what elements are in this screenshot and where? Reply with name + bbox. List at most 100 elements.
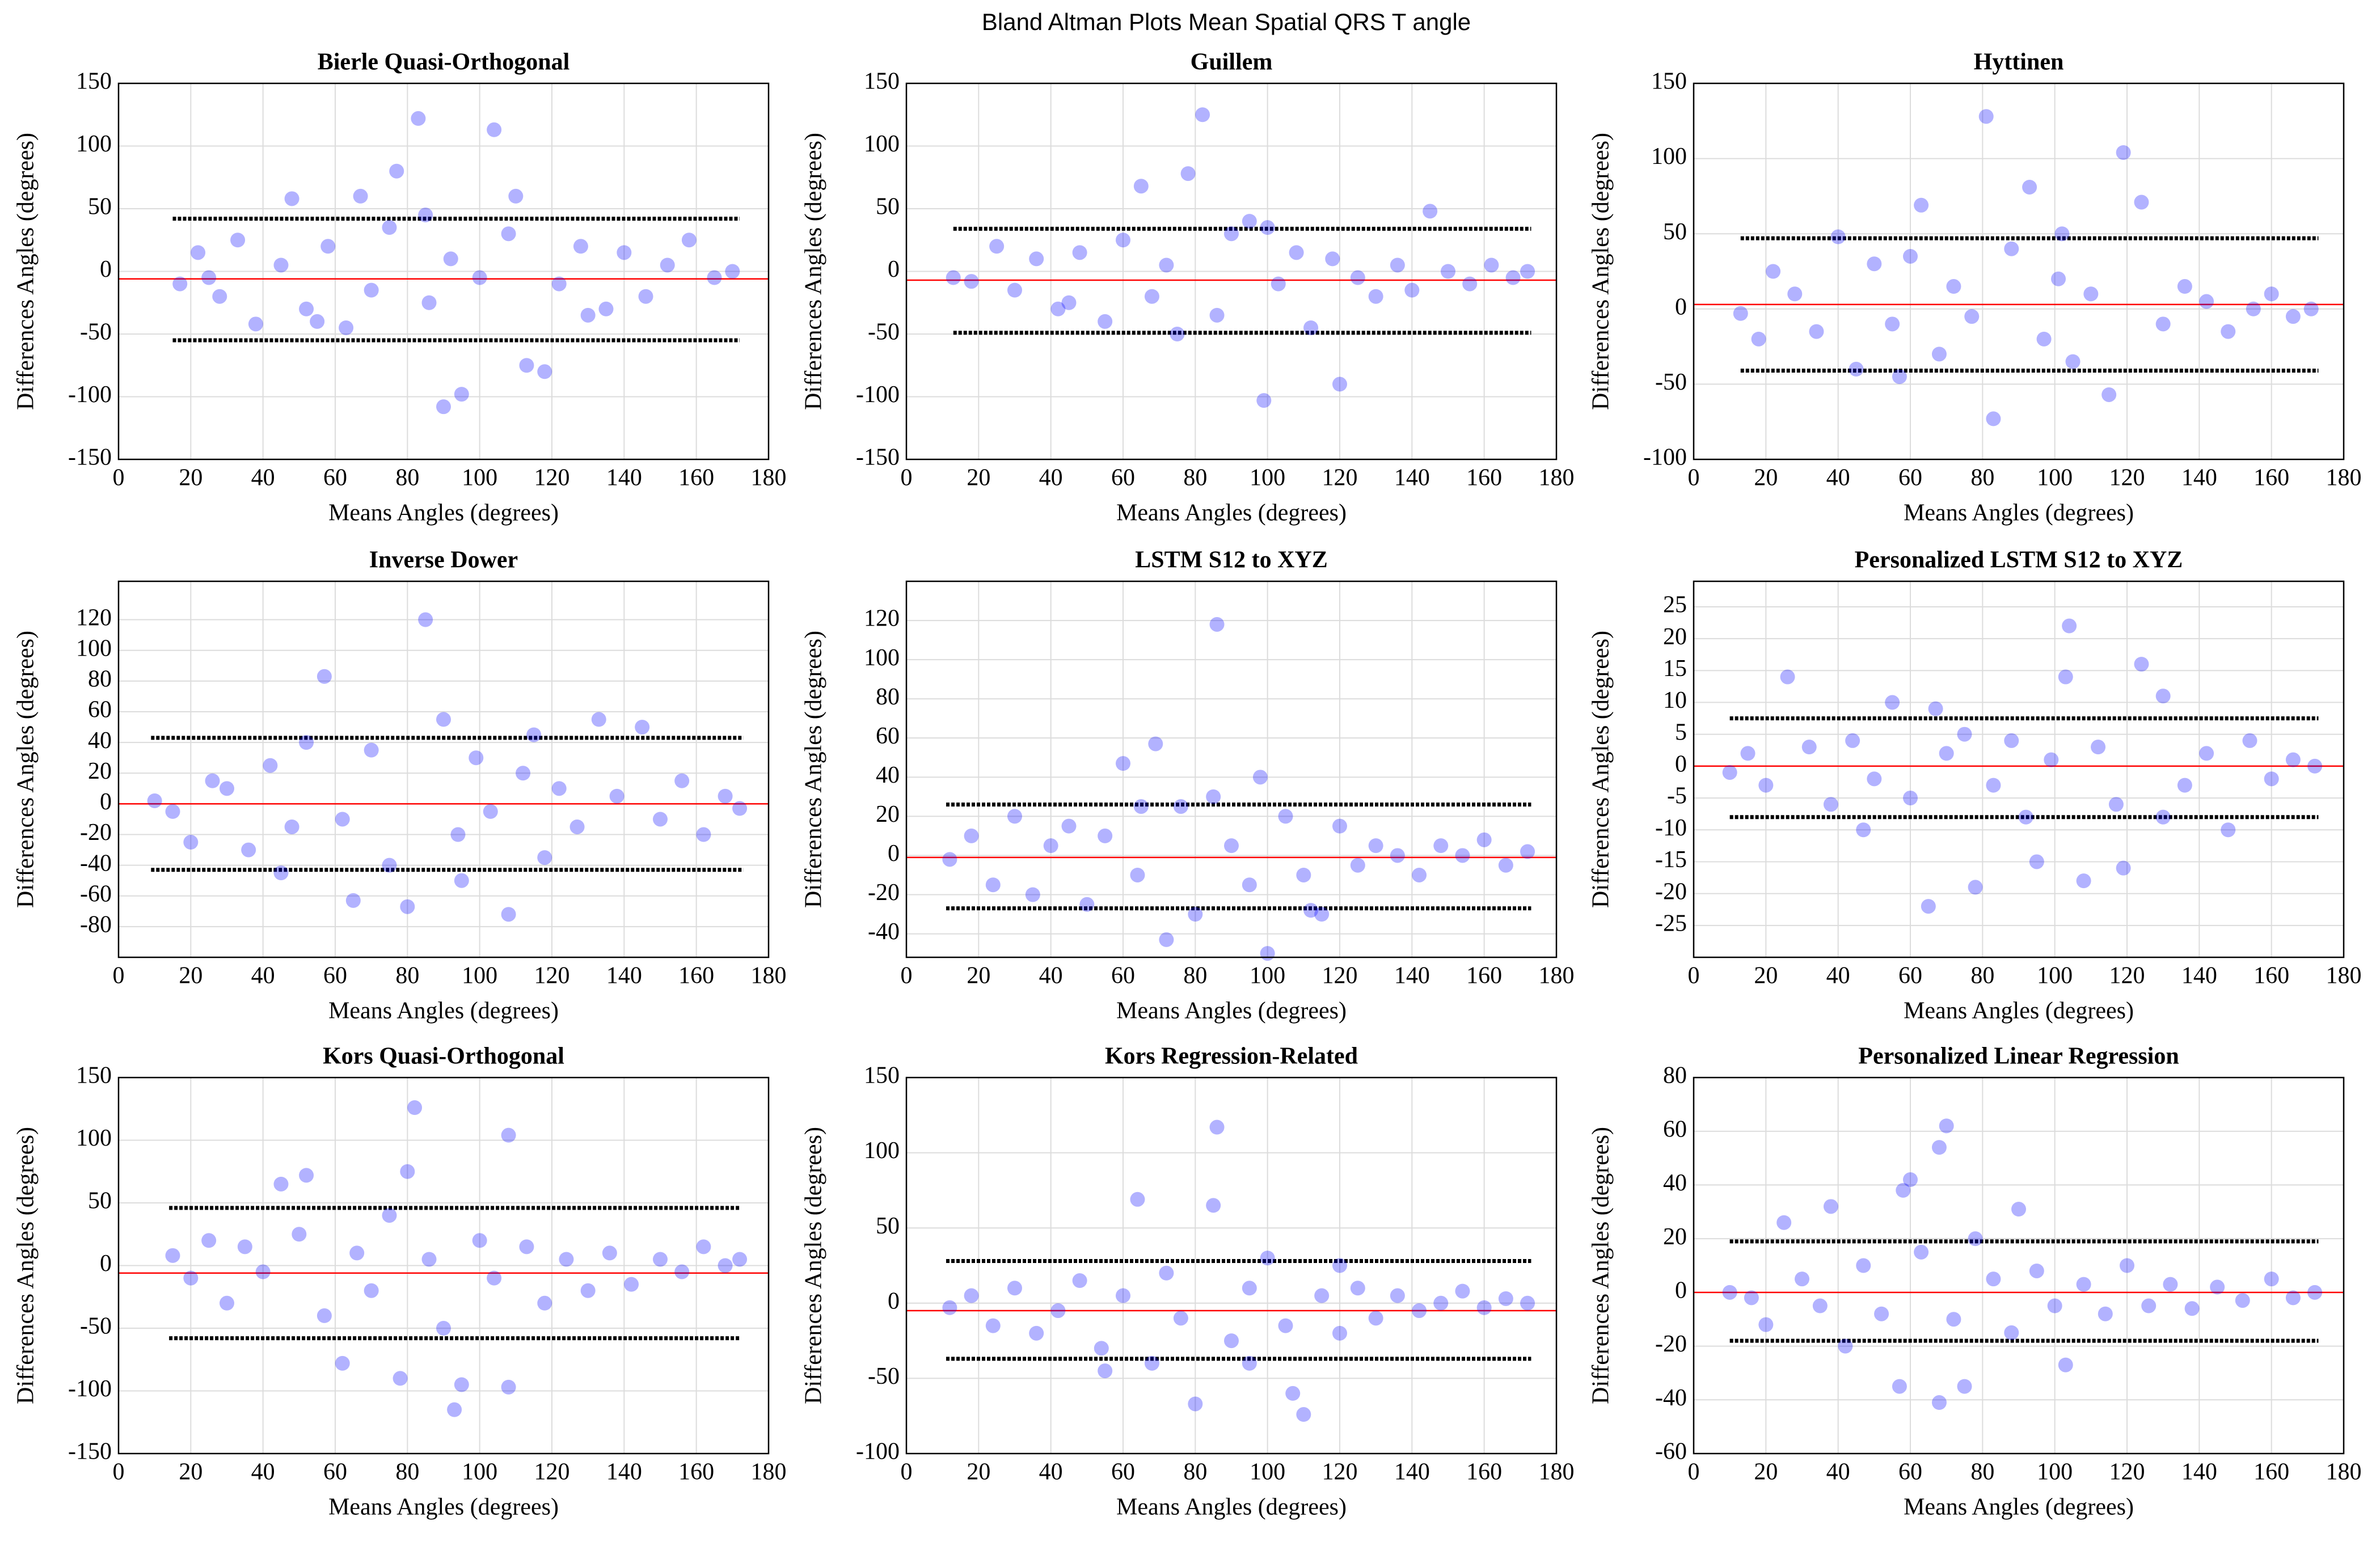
point (2285, 752, 2301, 767)
plot-area (1694, 83, 2344, 459)
subplot: -100 -50 0 50 100 150 0 20 40 60 80 100 120 140 160 180… (1588, 49, 2362, 526)
point (2076, 1277, 2091, 1292)
x-tick-label: 100 (1250, 963, 1285, 989)
x-axis-label: Means Angles (degrees) (1116, 998, 1347, 1024)
point (2221, 822, 2236, 838)
point (942, 1300, 957, 1315)
point (2134, 195, 2149, 210)
point (580, 307, 596, 323)
point (450, 827, 466, 842)
y-axis-label: Differences Angles (degrees) (13, 133, 39, 410)
y-tick-label: -10 (1655, 815, 1687, 841)
point (248, 316, 263, 332)
y-axis-label: Differences Angles (degrees) (13, 1127, 39, 1404)
y-tick-label: 100 (76, 1125, 112, 1151)
x-tick-label: 60 (1111, 465, 1135, 491)
point (1098, 314, 1113, 329)
x-tick-label: 160 (1466, 465, 1502, 491)
point (299, 301, 314, 316)
y-tick-label: 0 (100, 1251, 112, 1277)
point (1144, 289, 1159, 304)
point (537, 364, 552, 379)
x-tick-label: 40 (1039, 465, 1063, 491)
x-tick-label: 0 (901, 963, 913, 989)
point (1885, 316, 1900, 332)
point (1303, 903, 1319, 918)
point (501, 226, 516, 242)
point (421, 295, 437, 310)
point (2102, 387, 2117, 402)
point (1867, 256, 1882, 272)
point (1224, 1333, 1239, 1349)
point (1455, 1283, 1470, 1299)
point (1498, 858, 1513, 873)
point (1903, 1172, 1918, 1187)
point (1206, 1198, 1221, 1213)
y-axis-label: Differences Angles (degrees) (1588, 631, 1614, 908)
point (2029, 1263, 2044, 1278)
point (2044, 752, 2059, 767)
y-tick-label: -50 (868, 319, 900, 345)
point (602, 1245, 617, 1261)
point (964, 828, 979, 843)
y-tick-label: 50 (88, 194, 112, 220)
point (1390, 1288, 1405, 1303)
point (1520, 844, 1535, 859)
y-tick-label: 80 (88, 666, 112, 692)
y-tick-label: 20 (876, 801, 900, 827)
y-tick-label: 15 (1663, 656, 1687, 682)
point (2285, 309, 2301, 324)
y-tick-label: 0 (1675, 294, 1687, 320)
point (1740, 746, 1756, 761)
point (1412, 867, 1427, 882)
point (364, 742, 379, 758)
point (237, 1239, 252, 1254)
x-tick-label: 60 (1111, 1459, 1135, 1485)
point (2184, 1301, 2200, 1316)
plot-area (1694, 581, 2344, 957)
point (147, 793, 162, 808)
point (2120, 1258, 2134, 1273)
y-tick-label: -150 (856, 445, 900, 471)
point (201, 1233, 217, 1248)
point (1476, 1300, 1492, 1315)
x-tick-label: 80 (395, 465, 419, 491)
point (1242, 214, 1257, 229)
x-tick-label: 0 (901, 465, 913, 491)
point (1795, 1272, 1809, 1287)
figure-title: Bland Altman Plots Mean Spatial QRS T an… (982, 9, 1471, 35)
x-tick-label: 160 (2254, 465, 2289, 491)
point (707, 270, 722, 285)
x-axis-label: Means Angles (degrees) (1904, 500, 2134, 526)
point (1285, 1386, 1301, 1401)
point (1978, 109, 1994, 124)
point (1476, 832, 1492, 847)
point (1173, 1311, 1188, 1326)
point (472, 270, 487, 285)
point (2108, 797, 2124, 812)
x-tick-label: 180 (751, 963, 787, 989)
y-tick-label: 0 (100, 789, 112, 815)
y-tick-label: 0 (888, 840, 900, 867)
x-tick-label: 20 (967, 963, 990, 989)
point (284, 819, 299, 834)
point (317, 669, 332, 684)
point (1931, 1395, 1947, 1410)
point (1823, 797, 1838, 812)
x-tick-label: 60 (1898, 963, 1922, 989)
y-tick-label: -100 (1643, 445, 1687, 471)
point (1061, 818, 1077, 834)
point (1733, 306, 1748, 321)
y-tick-label: 0 (888, 1288, 900, 1314)
point (1350, 1281, 1365, 1296)
x-tick-label: 120 (2109, 1459, 2145, 1485)
x-tick-label: 140 (606, 963, 642, 989)
point (942, 852, 957, 867)
y-tick-label: 0 (1675, 751, 1687, 778)
y-tick-label: 40 (88, 728, 112, 754)
y-tick-label: -40 (1655, 1385, 1687, 1411)
point (447, 1402, 462, 1417)
point (946, 270, 961, 285)
point (1050, 301, 1066, 316)
